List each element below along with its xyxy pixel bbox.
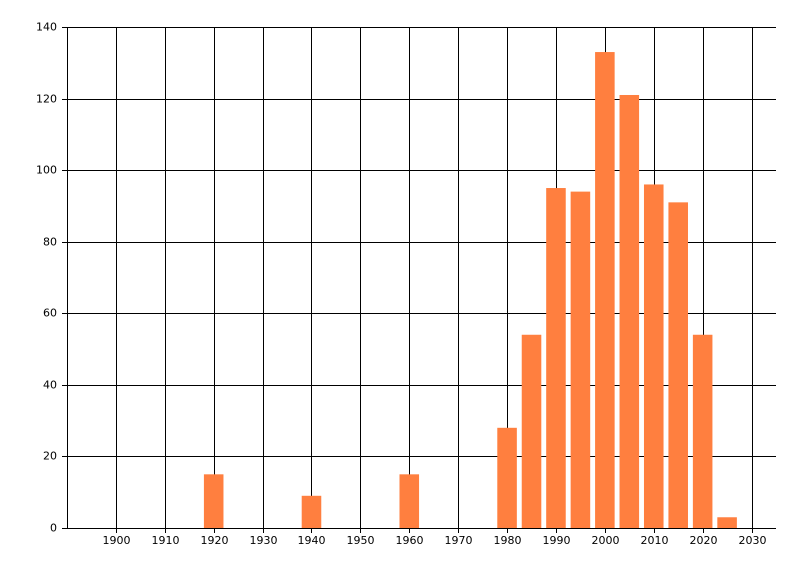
y-tick-label: 60 [43,307,57,320]
x-tick-label: 2010 [641,534,669,547]
bar [643,184,664,528]
y-tick-label: 20 [43,450,57,463]
bar [570,191,591,528]
x-tick-label: 1910 [152,534,180,547]
x-tick-label: 1970 [445,534,473,547]
bar [619,94,640,528]
x-tick-label: 2030 [739,534,767,547]
bar [497,427,517,528]
y-tick-label: 140 [36,21,57,34]
bar [546,188,566,529]
bar [595,52,615,529]
x-tick-label: 2020 [690,534,718,547]
y-tick-label: 80 [43,236,57,249]
y-tick-label: 40 [43,379,57,392]
bar [399,474,420,528]
x-tick-label: 1990 [543,534,571,547]
x-tick-label: 1960 [396,534,424,547]
bar [717,517,737,528]
x-tick-label: 1920 [201,534,229,547]
bar [692,334,713,528]
bar [203,474,224,528]
bar [668,202,688,528]
y-tick-label: 0 [50,522,57,535]
x-tick-label: 1900 [103,534,131,547]
x-tick-label: 1940 [298,534,326,547]
x-tick-label: 2000 [592,534,620,547]
x-tick-label: 1980 [494,534,522,547]
bar [301,495,322,528]
y-tick-label: 120 [36,93,57,106]
bar [521,334,542,528]
x-tick-label: 1950 [347,534,375,547]
x-tick-label: 1930 [250,534,278,547]
y-tick-label: 100 [36,164,57,177]
